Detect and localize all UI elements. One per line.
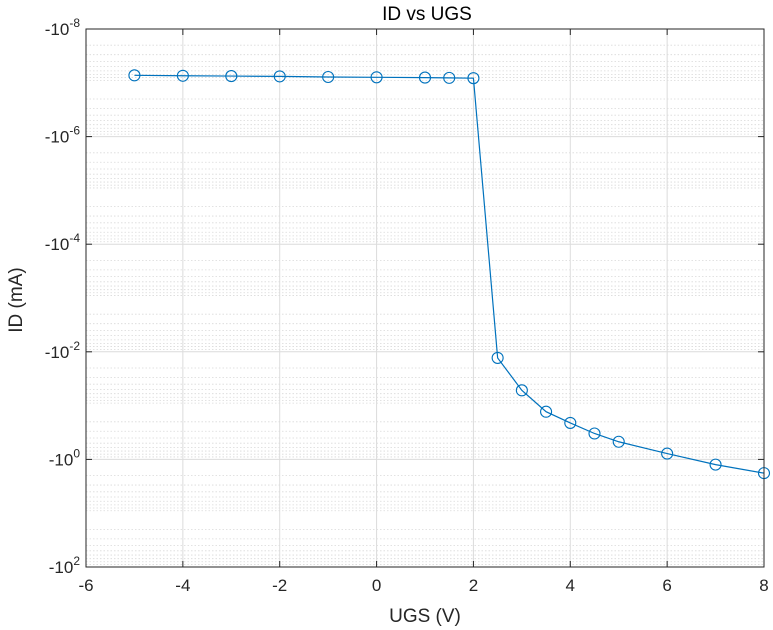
data-point: [273, 70, 286, 83]
y-tick-label: -10-8: [45, 16, 81, 39]
plot-area: [85, 28, 771, 568]
x-tick-label: -4: [175, 576, 190, 595]
data-point: [467, 72, 480, 85]
y-axis-label: ID (mA): [6, 267, 27, 332]
x-tick-label: -2: [272, 576, 287, 595]
data-point: [418, 71, 432, 84]
x-tick-label: 4: [566, 576, 575, 595]
chart-title: ID vs UGS: [382, 4, 472, 25]
y-tick-label: -10-2: [45, 339, 81, 362]
data-point: [515, 384, 528, 397]
plot-frame: [85, 28, 765, 568]
y-tick-label: -10-4: [45, 231, 81, 254]
data-point: [443, 71, 456, 84]
x-axis-ticks: -6 -4 -2 0 2 4 6 8: [78, 29, 769, 595]
x-axis-label: UGS (V): [389, 606, 461, 627]
plot-background: [86, 29, 764, 567]
data-point: [540, 405, 553, 418]
data-point: [322, 70, 335, 84]
data-point: [370, 71, 383, 84]
y-tick-label: -10-6: [45, 124, 81, 147]
data-point: [612, 435, 625, 448]
y-tick-label: -102: [49, 554, 81, 577]
data-point: [661, 447, 674, 460]
data-point: [564, 416, 577, 429]
x-tick-label: 6: [662, 576, 671, 595]
y-tick-label: -100: [49, 446, 81, 469]
data-point: [176, 69, 189, 82]
data-point: [709, 458, 722, 471]
data-point: [588, 427, 601, 440]
data-point: [225, 70, 238, 83]
y-axis-ticks: -10-8 -10-6 -10-4 -10-2 -100 -102: [45, 16, 764, 577]
x-tick-label: 0: [372, 576, 381, 595]
minor-grid: [86, 44, 764, 565]
data-point: [128, 69, 141, 82]
x-tick-label: -6: [78, 576, 93, 595]
data-point: [491, 351, 504, 364]
x-tick-label: 2: [469, 576, 478, 595]
x-tick-label: 8: [759, 576, 768, 595]
series-line: [134, 74, 765, 474]
